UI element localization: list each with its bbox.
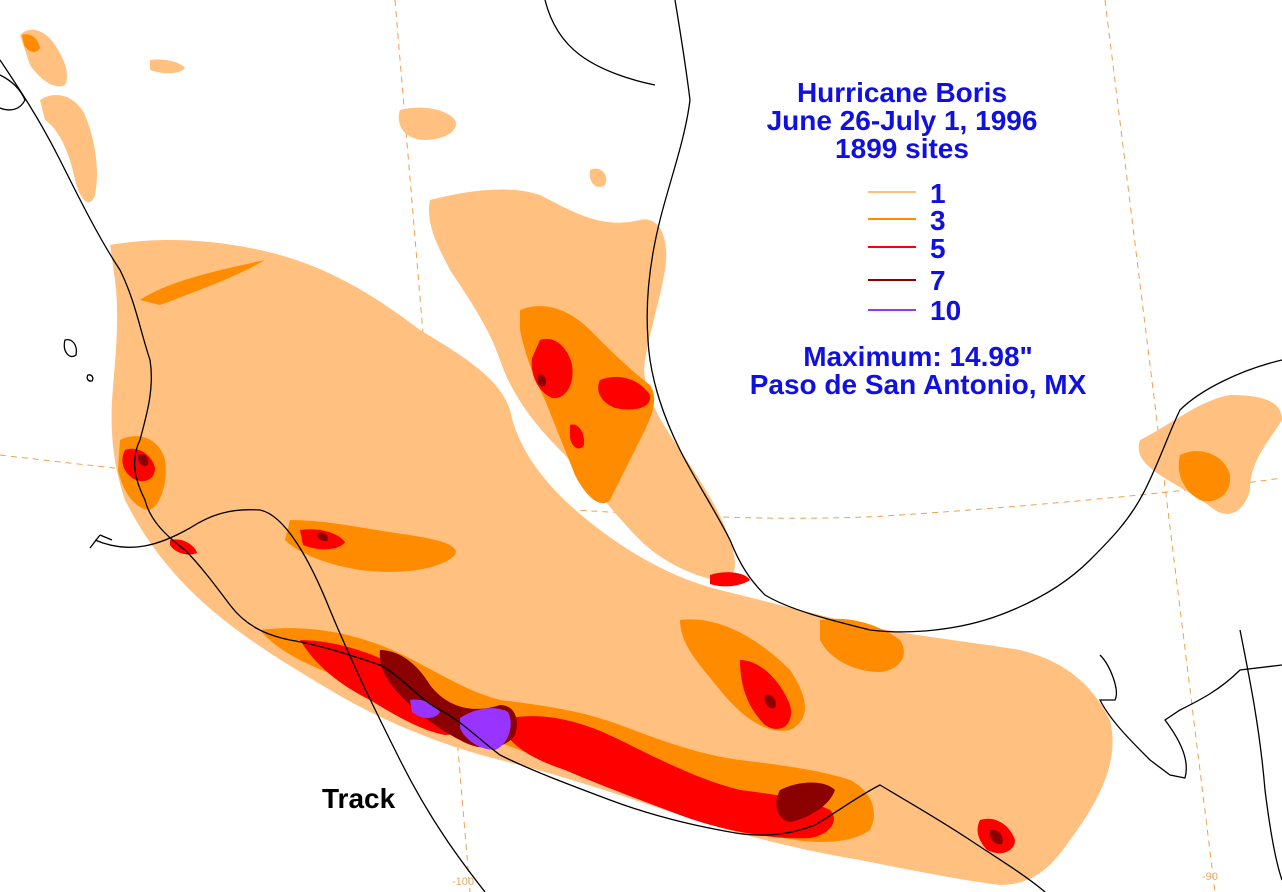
track-line[interactable] bbox=[94, 509, 486, 892]
track-label: Track bbox=[322, 783, 396, 814]
legend-item-7: 7 bbox=[868, 265, 946, 296]
map-title: Hurricane Boris bbox=[797, 77, 1007, 108]
legend-label-5: 5 bbox=[930, 233, 946, 264]
storm-track[interactable] bbox=[89, 509, 486, 892]
rainfall-band-10 bbox=[410, 699, 511, 750]
track-arrowhead bbox=[89, 534, 113, 549]
guatemala-border bbox=[1098, 654, 1282, 779]
legend-item-5: 5 bbox=[868, 233, 946, 264]
pacific-coastline bbox=[0, 59, 1046, 892]
legend-item-1: 1 bbox=[868, 178, 946, 209]
map-date-range: June 26-July 1, 1996 bbox=[767, 105, 1038, 136]
map-site-count: 1899 sites bbox=[835, 133, 969, 164]
longitude-line-90 bbox=[1104, 0, 1216, 892]
legend-item-3: 3 bbox=[868, 205, 946, 236]
gulf-coastline bbox=[646, 0, 1282, 633]
lon-label-90: -90 bbox=[1202, 871, 1218, 883]
baja-fragment bbox=[0, 74, 26, 111]
island bbox=[63, 339, 78, 358]
belize-border bbox=[1239, 629, 1282, 881]
island-small bbox=[86, 374, 94, 382]
maximum-value: Maximum: 14.98" bbox=[803, 341, 1033, 372]
legend-label-1: 1 bbox=[930, 178, 946, 209]
legend-label-10: 10 bbox=[930, 295, 961, 326]
maximum-location: Paso de San Antonio, MX bbox=[750, 369, 1087, 400]
lon-label-100: -100 bbox=[452, 876, 474, 888]
legend: 1 3 5 7 10 bbox=[868, 178, 961, 326]
legend-item-10: 10 bbox=[868, 295, 961, 326]
legend-label-7: 7 bbox=[930, 265, 946, 296]
northern-coast bbox=[544, 0, 656, 86]
legend-label-3: 3 bbox=[930, 205, 946, 236]
